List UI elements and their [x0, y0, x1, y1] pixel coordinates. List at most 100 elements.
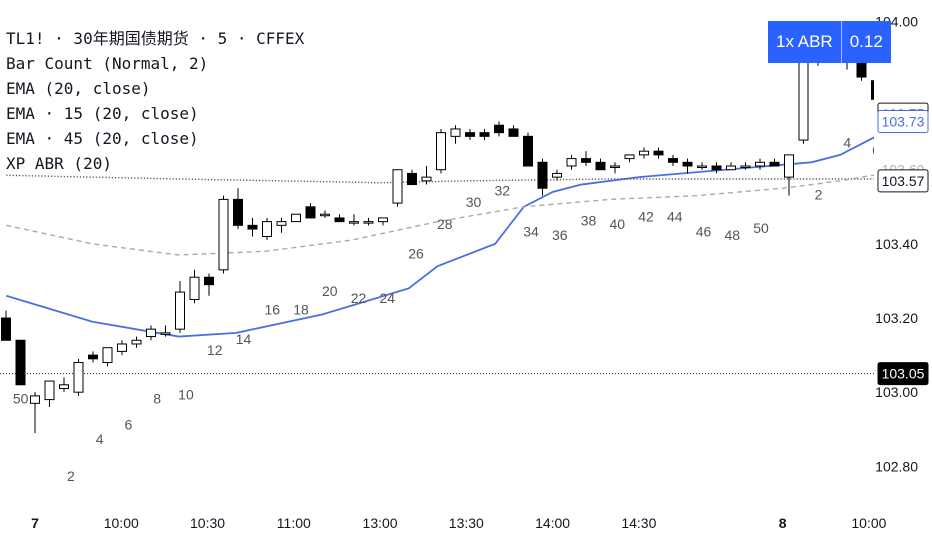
- candle-body: [769, 161, 780, 167]
- candle-body: [44, 380, 55, 401]
- x-tick-label: 14:00: [535, 515, 570, 531]
- candle-body: [88, 354, 98, 360]
- legend-ema[interactable]: EMA (20, close): [6, 79, 151, 98]
- candle-body: [624, 154, 635, 160]
- bar-count-label: 26: [408, 246, 424, 262]
- x-tick-label: 10:00: [104, 515, 139, 531]
- candle-body: [697, 165, 707, 169]
- bar-count-label: 6: [872, 142, 880, 158]
- bar-count-label: 32: [494, 183, 510, 199]
- bar-count-label: 50: [13, 390, 29, 406]
- candle-body: [160, 332, 171, 335]
- bar-count-label: 44: [667, 209, 683, 225]
- bar-count-label: 40: [609, 216, 625, 232]
- legend-ema15[interactable]: EMA · 15 (20, close): [6, 104, 199, 123]
- y-tick-label: 102.80: [875, 458, 918, 474]
- bar-count-label: 34: [523, 223, 539, 239]
- candle-body: [189, 276, 200, 300]
- candle-body: [682, 161, 693, 167]
- candle-body: [595, 161, 606, 171]
- candle-body: [1, 317, 11, 341]
- candle-body: [378, 217, 388, 223]
- candle-body: [320, 213, 330, 217]
- x-tick-label: 8: [779, 515, 787, 531]
- candle-body: [508, 128, 519, 137]
- bar-count-label: 2: [67, 468, 75, 484]
- abr-box: 1x ABR 0.12: [768, 21, 891, 63]
- x-tick-label: 10:30: [190, 515, 225, 531]
- candle-body: [479, 132, 490, 137]
- legend-symbol[interactable]: TL1! · 30年期国债期货 · 5 · CFFEX: [6, 29, 305, 48]
- bar-count-label: 8: [153, 390, 161, 406]
- candle-body: [218, 198, 229, 271]
- x-tick-label: 7: [31, 515, 39, 531]
- candle-body: [247, 224, 258, 230]
- price-badge: [877, 169, 929, 193]
- candle-body: [349, 221, 359, 224]
- x-tick-label: 13:30: [449, 515, 484, 531]
- x-tick-label: 13:00: [363, 515, 398, 531]
- candle-body: [131, 339, 142, 345]
- bar-count-label: 42: [638, 209, 654, 225]
- candle-body: [59, 384, 69, 389]
- candle-body: [566, 158, 577, 167]
- bar-count-label: 50: [753, 220, 769, 236]
- candle-body: [494, 124, 504, 134]
- price-badge-label: 103.05: [882, 366, 925, 382]
- candle-body: [856, 61, 867, 78]
- candle-body: [117, 343, 127, 352]
- chart-legend: TL1! · 30年期国债期货 · 5 · CFFEX Bar Count (N…: [6, 26, 304, 176]
- bar-count-label: 4: [96, 431, 104, 447]
- candle-body: [871, 80, 874, 100]
- candle-body: [146, 328, 156, 338]
- bar-count-label: 48: [725, 227, 741, 243]
- candle-body: [262, 221, 272, 237]
- price-badge-label: 103.57: [882, 173, 925, 189]
- price-badge: [877, 110, 929, 134]
- candle-body: [755, 161, 765, 167]
- candle-body: [537, 161, 548, 189]
- y-tick-label: 103.20: [875, 310, 918, 326]
- candle-body: [610, 165, 620, 169]
- candle-body: [392, 169, 403, 204]
- bar-count-label: 46: [696, 223, 712, 239]
- candle-body: [363, 221, 374, 224]
- y-tick-label: 103.40: [875, 236, 918, 252]
- bar-count-label: 6: [125, 416, 133, 432]
- candle-body: [668, 158, 678, 163]
- bar-count-label: 4: [843, 134, 851, 150]
- candle-body: [552, 172, 562, 178]
- candle-body: [73, 362, 84, 393]
- legend-ema45[interactable]: EMA · 45 (20, close): [6, 129, 199, 148]
- bar-count-label: 16: [264, 301, 280, 317]
- candle-body: [711, 165, 722, 171]
- legend-xp-abr[interactable]: XP ABR (20): [6, 154, 112, 173]
- abr-label: 1x ABR: [776, 32, 833, 51]
- candle-body: [726, 165, 736, 171]
- candle-body: [175, 291, 185, 330]
- legend-bar-count[interactable]: Bar Count (Normal, 2): [6, 54, 209, 73]
- bar-count-label: 28: [437, 216, 453, 232]
- bar-count-label: 10: [178, 387, 194, 403]
- candle-body: [436, 132, 446, 171]
- candle-body: [639, 150, 649, 156]
- abr-value: 0.12: [840, 21, 891, 63]
- candle-body: [523, 135, 533, 167]
- bar-count-label: 2: [815, 186, 823, 202]
- price-badge: [877, 362, 929, 386]
- candle-body: [15, 339, 26, 386]
- x-tick-label: 14:30: [621, 515, 656, 531]
- ema-line-2: [6, 174, 874, 256]
- bar-count-label: 20: [322, 283, 338, 299]
- candle-body: [421, 176, 432, 182]
- bar-count-label: 12: [207, 342, 223, 358]
- candle-body: [30, 395, 40, 404]
- y-tick-label: 103.00: [875, 384, 918, 400]
- bar-count-label: 22: [351, 290, 367, 306]
- price-badge-label: 103.73: [882, 114, 925, 130]
- candle-body: [740, 165, 751, 169]
- candle-body: [784, 154, 794, 178]
